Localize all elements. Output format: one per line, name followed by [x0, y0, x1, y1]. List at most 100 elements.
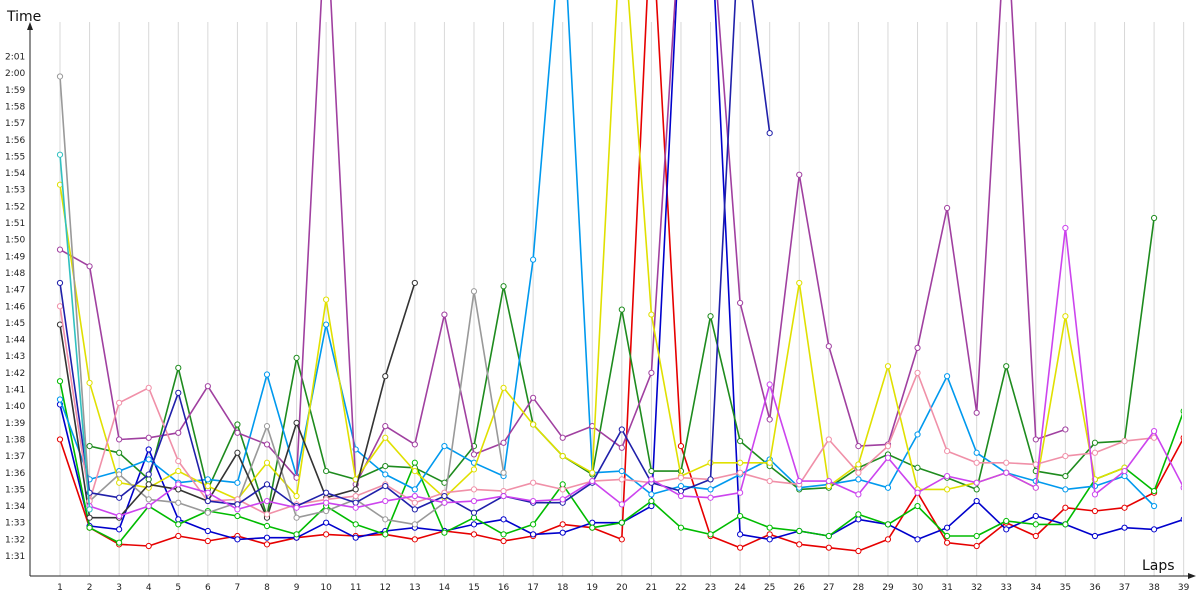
data-point	[914, 344, 921, 351]
x-tick-label: 13	[409, 583, 420, 593]
data-point	[470, 497, 478, 505]
data-point	[1062, 486, 1069, 493]
data-point	[352, 504, 359, 511]
data-point	[796, 477, 803, 485]
data-point	[1032, 521, 1039, 528]
data-point	[1121, 472, 1128, 480]
data-point	[973, 479, 980, 486]
data-point	[737, 438, 744, 445]
data-point	[145, 471, 152, 478]
x-tick-label: 16	[498, 583, 510, 593]
data-point	[766, 381, 773, 388]
y-tick-label: 1:55	[5, 152, 25, 162]
data-point	[737, 469, 744, 476]
y-tick-label: 1:44	[5, 336, 25, 346]
y-tick-label: 1:51	[5, 219, 25, 229]
data-point	[618, 519, 625, 526]
data-point	[175, 521, 182, 528]
data-point	[56, 151, 64, 158]
data-point	[825, 477, 832, 485]
data-point	[796, 541, 803, 548]
data-point	[1062, 453, 1069, 460]
series-3	[56, 378, 1182, 546]
data-point	[382, 497, 389, 505]
x-tick-label: 29	[882, 583, 894, 593]
series-line	[59, 306, 1155, 516]
data-point	[116, 526, 123, 533]
data-point	[1032, 512, 1039, 520]
data-point	[1003, 517, 1010, 525]
data-point	[323, 531, 330, 538]
data-point	[944, 472, 951, 480]
data-point	[352, 534, 359, 541]
data-point	[914, 431, 921, 438]
data-point	[648, 502, 655, 510]
y-tick-label: 1:33	[5, 519, 25, 529]
data-point	[293, 504, 300, 511]
data-point	[411, 486, 418, 493]
data-point	[914, 464, 921, 471]
data-point	[1003, 363, 1010, 370]
data-point	[1180, 408, 1182, 414]
data-point	[175, 457, 182, 465]
data-point	[352, 521, 359, 528]
data-point	[1180, 485, 1182, 491]
data-point	[766, 531, 773, 538]
data-point	[618, 476, 625, 483]
data-point	[323, 467, 330, 475]
data-point	[944, 539, 951, 546]
y-tick-label: 1:47	[5, 286, 25, 296]
data-point	[677, 474, 685, 481]
data-point	[796, 171, 803, 178]
data-point	[1062, 313, 1069, 320]
data-point	[1032, 484, 1039, 491]
data-point	[145, 456, 152, 463]
data-point	[677, 443, 685, 450]
data-point	[234, 512, 241, 520]
x-tick-label: 11	[350, 583, 361, 593]
y-tick-label: 1:42	[5, 369, 25, 379]
y-tick-label: 1:31	[5, 552, 25, 562]
data-point	[1062, 504, 1069, 511]
data-point	[618, 444, 625, 451]
x-tick-label: 15	[468, 583, 479, 593]
data-point	[973, 542, 980, 550]
data-point	[293, 514, 300, 521]
data-point	[677, 487, 685, 495]
x-axis-title: Laps	[1142, 558, 1175, 574]
x-tick-label: 30	[912, 583, 924, 593]
data-point	[855, 491, 862, 498]
data-point	[973, 409, 980, 416]
data-point	[323, 489, 330, 496]
series-line	[89, 227, 1182, 517]
data-point	[618, 467, 625, 475]
data-point	[766, 416, 773, 423]
x-tick-label: 1	[57, 583, 63, 593]
data-point	[234, 501, 241, 508]
data-point	[116, 471, 123, 478]
data-point	[145, 434, 152, 441]
data-point	[470, 288, 478, 295]
data-point	[86, 263, 93, 270]
data-point	[796, 279, 803, 287]
data-point	[766, 477, 773, 485]
data-point	[293, 419, 300, 426]
data-point	[796, 527, 803, 535]
data-point	[1121, 438, 1128, 445]
x-tick-label: 37	[1119, 583, 1130, 593]
data-point	[116, 449, 123, 456]
x-tick-label: 28	[853, 583, 865, 593]
data-point	[737, 489, 744, 496]
x-tick-label: 8	[264, 583, 270, 593]
data-point	[707, 476, 714, 483]
y-tick-label: 1:40	[5, 402, 25, 412]
x-tick-label: 33	[1001, 583, 1012, 593]
data-point	[323, 296, 330, 303]
data-point	[145, 446, 152, 453]
data-point	[500, 384, 507, 391]
data-point	[263, 534, 271, 541]
data-point	[1121, 467, 1128, 475]
x-tick-label: 5	[175, 583, 181, 593]
data-point	[382, 462, 389, 470]
data-point	[707, 531, 714, 538]
